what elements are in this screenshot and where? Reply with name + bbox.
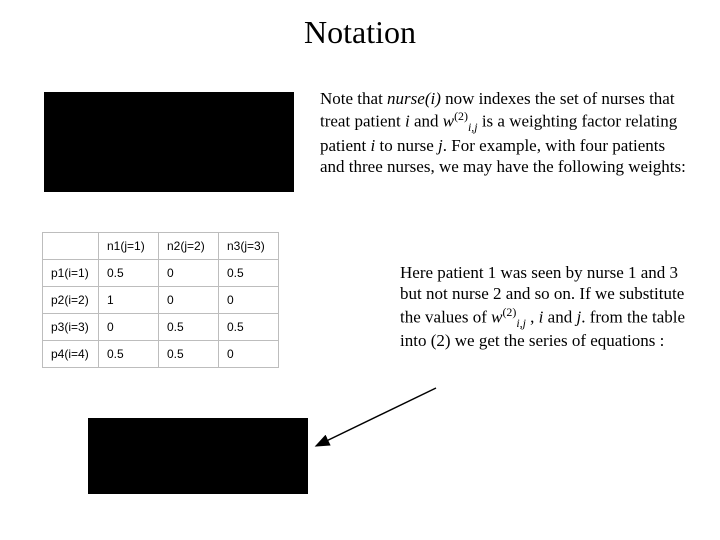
table-cell: p3(i=3) bbox=[43, 314, 99, 341]
table-row: p3(i=3) 0 0.5 0.5 bbox=[43, 314, 279, 341]
table-cell: p4(i=4) bbox=[43, 341, 99, 368]
table-header-row: n1(j=1) n2(j=2) n3(j=3) bbox=[43, 233, 279, 260]
here-w-sup: (2) bbox=[502, 305, 516, 319]
table-cell: p1(i=1) bbox=[43, 260, 99, 287]
note-w-sub: i,j bbox=[468, 120, 478, 134]
table-cell: 0.5 bbox=[219, 260, 279, 287]
arrow-icon bbox=[306, 380, 446, 460]
table-cell: 1 bbox=[99, 287, 159, 314]
equation-placeholder-2 bbox=[88, 418, 308, 494]
table-header-cell: n3(j=3) bbox=[219, 233, 279, 260]
note-w-sup: (2) bbox=[454, 109, 468, 123]
table-row: p1(i=1) 0.5 0 0.5 bbox=[43, 260, 279, 287]
table-header-cell bbox=[43, 233, 99, 260]
here-w-sub: i,j bbox=[516, 316, 526, 330]
page-title: Notation bbox=[0, 0, 720, 51]
table-cell: 0 bbox=[159, 287, 219, 314]
table-cell: 0.5 bbox=[159, 341, 219, 368]
table-cell: 0.5 bbox=[99, 341, 159, 368]
table-cell: 0 bbox=[219, 341, 279, 368]
table-body: p1(i=1) 0.5 0 0.5 p2(i=2) 1 0 0 p3(i=3) … bbox=[43, 260, 279, 368]
table-cell: 0 bbox=[159, 260, 219, 287]
note-paragraph: Note that nurse(i) now indexes the set o… bbox=[320, 88, 692, 178]
here-t3: and bbox=[543, 307, 576, 326]
col-n1: n1(j=1) bbox=[107, 239, 145, 253]
table-row: p2(i=2) 1 0 0 bbox=[43, 287, 279, 314]
weights-table: n1(j=1) n2(j=2) n3(j=3) p1(i=1) 0.5 0 0.… bbox=[42, 232, 279, 368]
note-t5: to nurse bbox=[375, 136, 438, 155]
table-row: p4(i=4) 0.5 0.5 0 bbox=[43, 341, 279, 368]
table-cell: 0.5 bbox=[99, 260, 159, 287]
table-cell: 0 bbox=[99, 314, 159, 341]
table-header-cell: n1(j=1) bbox=[99, 233, 159, 260]
col-n2: n2(j=2) bbox=[167, 239, 205, 253]
table-cell: 0 bbox=[219, 287, 279, 314]
note-t1: Note that bbox=[320, 89, 387, 108]
note-nurse-i: nurse(i) bbox=[387, 89, 441, 108]
equation-placeholder-1 bbox=[44, 92, 294, 192]
table-cell: p2(i=2) bbox=[43, 287, 99, 314]
note-t3: and bbox=[410, 112, 443, 131]
here-t2: , bbox=[526, 307, 539, 326]
table-cell: 0.5 bbox=[159, 314, 219, 341]
table-cell: 0.5 bbox=[219, 314, 279, 341]
note-w: w bbox=[443, 112, 454, 131]
table-header-cell: n2(j=2) bbox=[159, 233, 219, 260]
here-paragraph: Here patient 1 was seen by nurse 1 and 3… bbox=[400, 262, 695, 352]
col-n3: n3(j=3) bbox=[227, 239, 265, 253]
here-w: w bbox=[491, 307, 502, 326]
